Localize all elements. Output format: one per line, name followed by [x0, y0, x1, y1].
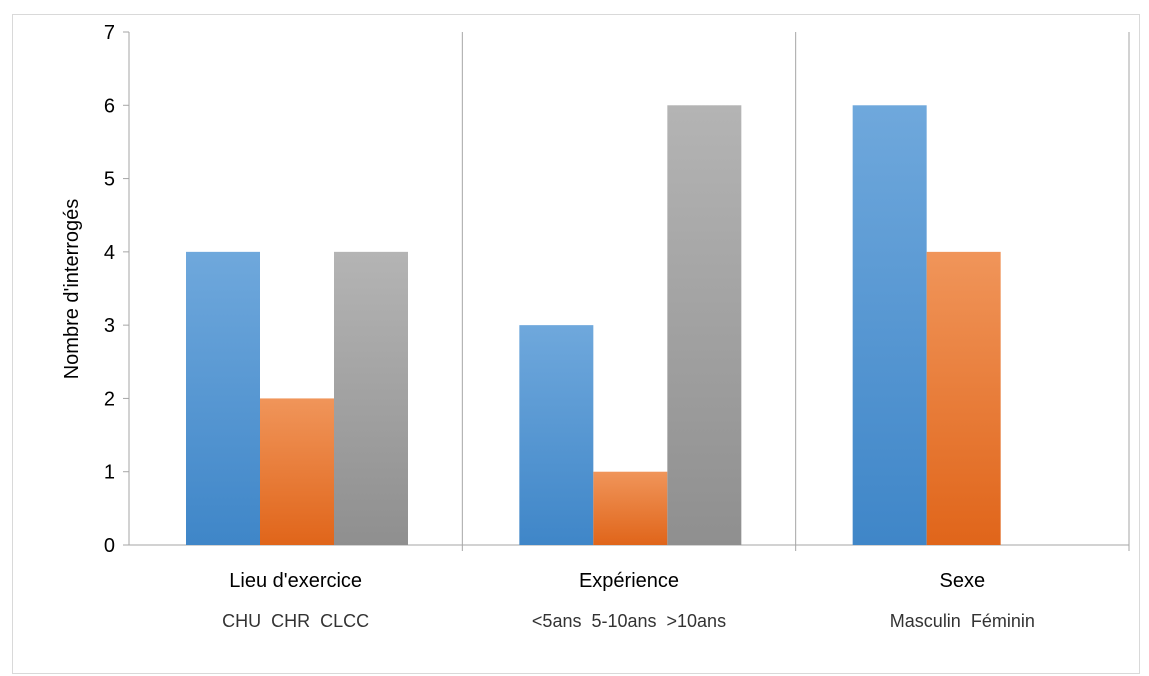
y-tick-label: 5 — [104, 169, 115, 191]
group-categories-label: Masculin Féminin — [890, 611, 1035, 631]
bar-CHR — [260, 398, 334, 545]
y-tick-label: 0 — [104, 535, 115, 557]
bar-Féminin — [926, 251, 1001, 545]
y-tick-label: 2 — [104, 388, 115, 410]
bar->10ans — [667, 105, 742, 546]
bars — [186, 105, 1001, 546]
labels: 0 1 2 3 4 5 6 7 Lieu d'exercice CHU CHR CLCC Expér… — [104, 22, 1035, 631]
bar-<5ans — [519, 325, 594, 545]
group-label: Sexe — [940, 570, 986, 592]
bar-CHU — [186, 251, 260, 545]
y-tick-label: 1 — [104, 462, 115, 484]
bar-5-10ans — [593, 471, 668, 545]
y-tick-label: 7 — [104, 22, 115, 44]
group-label: Lieu d'exercice — [229, 570, 362, 592]
bar-CLCC — [334, 251, 408, 545]
y-tick-label: 3 — [104, 315, 115, 337]
y-axis-title: Nombre d'interrogés — [61, 199, 83, 380]
bar-Masculin — [852, 105, 927, 546]
group-label: Expérience — [579, 570, 679, 592]
y-tick-label: 6 — [104, 95, 115, 117]
y-tick-label: 4 — [104, 242, 115, 264]
group-categories-label: <5ans 5-10ans >10ans — [532, 611, 726, 631]
group-categories-label: CHU CHR CLCC — [222, 611, 369, 631]
